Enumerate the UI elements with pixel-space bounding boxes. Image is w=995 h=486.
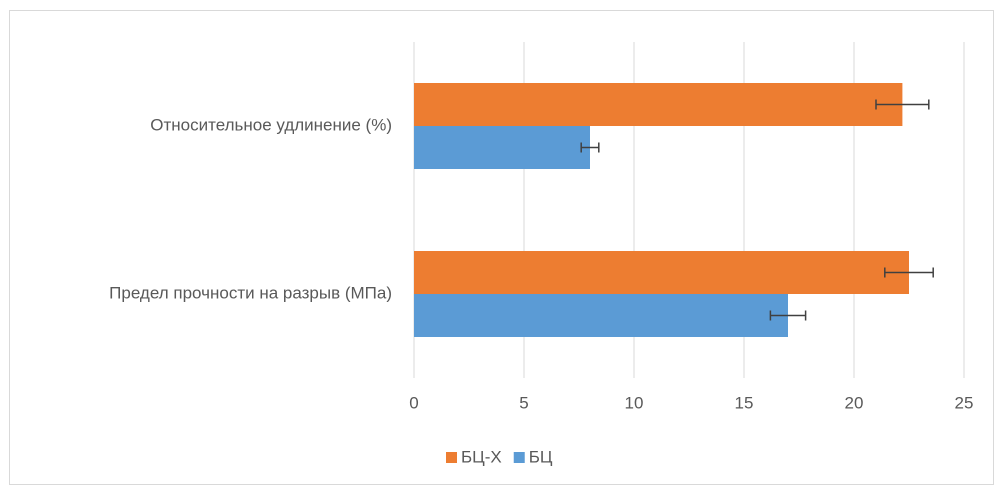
error-bar [580,142,600,153]
x-tick-label: 10 [625,393,644,412]
legend-label: БЦ-Х [461,447,502,466]
x-tick-label: 25 [955,393,974,412]
legend-swatch [446,452,457,463]
bar [414,83,903,126]
x-tick-label: 0 [409,393,418,412]
category-label: Относительное удлинение (%) [150,115,392,134]
error-bar [769,310,807,321]
x-tick-label: 20 [845,393,864,412]
bar [414,294,788,337]
chart-frame [9,10,994,485]
category-label: Предел прочности на разрыв (МПа) [109,283,392,302]
legend-swatch [513,452,525,463]
x-tick-label: 15 [735,393,754,412]
error-bar [884,267,934,278]
bar [414,126,590,169]
legend-label: БЦ [529,447,553,466]
bar [414,251,909,294]
x-tick-label: 5 [519,393,528,412]
error-bar [875,99,930,110]
